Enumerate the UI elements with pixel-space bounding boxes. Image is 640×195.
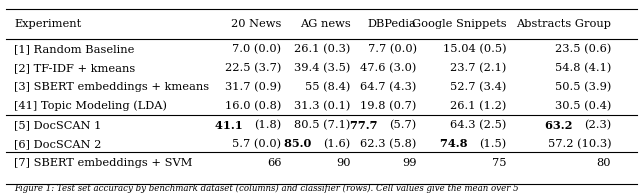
Text: 7.0 (0.0): 7.0 (0.0)	[232, 44, 282, 55]
Text: 64.7 (4.3): 64.7 (4.3)	[360, 82, 417, 92]
Text: 26.1 (1.2): 26.1 (1.2)	[450, 101, 506, 111]
Text: (2.3): (2.3)	[584, 120, 611, 130]
Text: 23.5 (0.6): 23.5 (0.6)	[555, 44, 611, 55]
Text: (1.5): (1.5)	[479, 139, 506, 149]
Text: 63.2: 63.2	[545, 120, 576, 131]
Text: 90: 90	[336, 158, 351, 168]
Text: 66: 66	[267, 158, 282, 168]
Text: [5] DocSCAN 1: [5] DocSCAN 1	[14, 120, 102, 130]
Text: [3] SBERT embeddings + kmeans: [3] SBERT embeddings + kmeans	[14, 82, 209, 92]
Text: 19.8 (0.7): 19.8 (0.7)	[360, 101, 417, 111]
Text: Experiment: Experiment	[14, 19, 81, 29]
Text: 74.8: 74.8	[440, 138, 471, 150]
Text: 99: 99	[402, 158, 417, 168]
Text: AG news: AG news	[300, 19, 351, 29]
Text: 26.1 (0.3): 26.1 (0.3)	[294, 44, 351, 55]
Text: 22.5 (3.7): 22.5 (3.7)	[225, 63, 282, 74]
Text: DBPedia: DBPedia	[368, 19, 417, 29]
Text: (1.6): (1.6)	[323, 139, 351, 149]
Text: (1.8): (1.8)	[254, 120, 282, 130]
Text: 5.7 (0.0): 5.7 (0.0)	[232, 139, 282, 149]
Text: 50.5 (3.9): 50.5 (3.9)	[555, 82, 611, 92]
Text: 23.7 (2.1): 23.7 (2.1)	[450, 63, 506, 74]
Text: (5.7): (5.7)	[389, 120, 417, 130]
Text: [6] DocSCAN 2: [6] DocSCAN 2	[14, 139, 102, 149]
Text: [1] Random Baseline: [1] Random Baseline	[14, 44, 134, 54]
Text: [41] Topic Modeling (LDA): [41] Topic Modeling (LDA)	[14, 101, 167, 111]
Text: 55 (8.4): 55 (8.4)	[305, 82, 351, 92]
Text: 64.3 (2.5): 64.3 (2.5)	[450, 120, 506, 130]
Text: 47.6 (3.0): 47.6 (3.0)	[360, 63, 417, 74]
Text: 75: 75	[492, 158, 506, 168]
Text: 57.2 (10.3): 57.2 (10.3)	[548, 139, 611, 149]
Text: Figure 1: Test set accuracy by benchmark dataset (columns) and classifier (rows): Figure 1: Test set accuracy by benchmark…	[14, 183, 518, 193]
Text: Google Snippets: Google Snippets	[412, 19, 506, 29]
Text: 20 News: 20 News	[231, 19, 282, 29]
Text: 80.5 (7.1): 80.5 (7.1)	[294, 120, 351, 130]
Text: 77.7: 77.7	[350, 120, 381, 131]
Text: 39.4 (3.5): 39.4 (3.5)	[294, 63, 351, 74]
Text: Abstracts Group: Abstracts Group	[516, 19, 611, 29]
Text: [7] SBERT embeddings + SVM: [7] SBERT embeddings + SVM	[14, 158, 193, 168]
Text: 85.0: 85.0	[284, 138, 316, 150]
Text: 62.3 (5.8): 62.3 (5.8)	[360, 139, 417, 149]
Text: 80: 80	[596, 158, 611, 168]
Text: 7.7 (0.0): 7.7 (0.0)	[367, 44, 417, 55]
Text: 54.8 (4.1): 54.8 (4.1)	[555, 63, 611, 74]
Text: 30.5 (0.4): 30.5 (0.4)	[555, 101, 611, 111]
Text: 31.3 (0.1): 31.3 (0.1)	[294, 101, 351, 111]
Text: 31.7 (0.9): 31.7 (0.9)	[225, 82, 282, 92]
Text: [2] TF-IDF + kmeans: [2] TF-IDF + kmeans	[14, 63, 135, 73]
Text: 15.04 (0.5): 15.04 (0.5)	[443, 44, 506, 55]
Text: 52.7 (3.4): 52.7 (3.4)	[450, 82, 506, 92]
Text: 41.1: 41.1	[214, 120, 246, 131]
Text: 16.0 (0.8): 16.0 (0.8)	[225, 101, 282, 111]
